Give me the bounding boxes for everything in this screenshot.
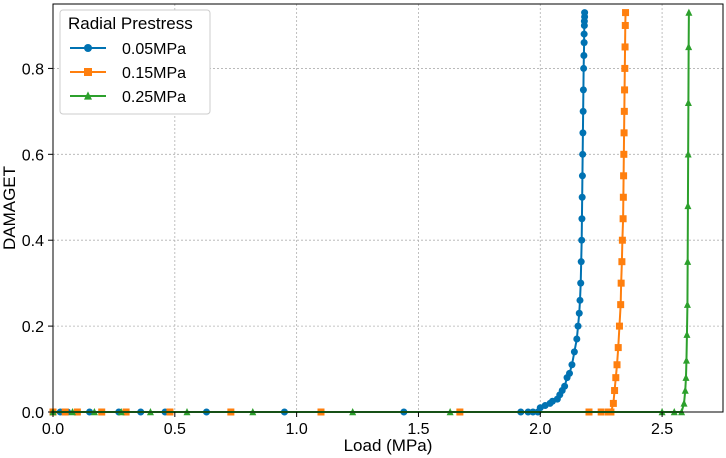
legend-title: Radial Prestress xyxy=(68,14,193,33)
data-point-circle xyxy=(578,236,586,244)
data-point-triangle xyxy=(683,300,691,308)
legend-entry: 0.25MPa xyxy=(70,89,186,106)
data-point-square xyxy=(619,193,627,201)
data-point-triangle xyxy=(684,201,692,210)
data-point-circle xyxy=(574,322,582,330)
y-tick-label: 0.0 xyxy=(22,405,44,422)
data-point-square xyxy=(621,64,629,72)
data-point-circle xyxy=(580,64,588,72)
data-point-square xyxy=(620,150,628,158)
data-point-circle xyxy=(577,258,585,266)
data-point-square xyxy=(620,107,628,115)
data-point-circle xyxy=(580,52,588,60)
data-point-square xyxy=(618,236,626,244)
data-point-circle xyxy=(579,86,587,94)
data-point-circle xyxy=(84,44,92,52)
x-axis-label: Load (MPa) xyxy=(344,436,433,455)
data-point-triangle xyxy=(680,399,688,407)
data-point-circle xyxy=(578,193,586,201)
data-point-circle xyxy=(575,309,583,317)
legend-label: 0.25MPa xyxy=(122,89,186,106)
data-point-circle xyxy=(573,335,581,343)
data-point-triangle xyxy=(684,257,692,265)
legend-entry: 0.05MPa xyxy=(70,41,186,58)
x-tick-label: 1.5 xyxy=(407,421,429,438)
data-point-square xyxy=(615,322,623,330)
data-point-triangle xyxy=(685,8,693,16)
data-point-circle xyxy=(579,107,587,115)
data-point-circle xyxy=(579,129,587,137)
data-point-circle xyxy=(580,39,588,47)
legend-box xyxy=(59,9,211,115)
data-point-circle xyxy=(576,296,584,304)
data-point-square xyxy=(611,387,619,395)
data-point-circle xyxy=(581,9,589,17)
data-point-triangle xyxy=(682,373,690,381)
y-tick-label: 0.8 xyxy=(22,61,44,78)
data-point-circle xyxy=(580,30,588,38)
data-point-triangle xyxy=(683,330,691,338)
data-point-circle xyxy=(578,172,586,180)
data-point-triangle xyxy=(84,91,92,100)
legend-label: 0.05MPa xyxy=(122,41,186,58)
x-tick-label: 0.0 xyxy=(42,421,64,438)
data-point-square xyxy=(619,215,627,223)
plot-area-frame xyxy=(52,3,724,413)
data-point-square xyxy=(618,258,626,266)
data-point-triangle xyxy=(684,98,692,106)
y-tick-label: 0.2 xyxy=(22,319,44,336)
data-point-circle xyxy=(561,382,569,390)
legend-label: 0.15MPa xyxy=(122,65,186,82)
data-point-triangle xyxy=(681,386,689,394)
x-tick-label: 2.0 xyxy=(529,421,551,438)
y-axis-label: DAMAGET xyxy=(0,166,19,250)
legend: Radial Prestress 0.05MPa 0.15MPa 0.25MPa xyxy=(59,9,211,115)
data-point-square xyxy=(621,21,629,29)
data-point-square xyxy=(621,86,629,94)
y-tick-label: 0.4 xyxy=(22,233,44,250)
data-point-square xyxy=(617,279,625,287)
legend-entry: 0.15MPa xyxy=(70,65,186,82)
data-point-square xyxy=(621,43,629,51)
data-point-circle xyxy=(566,369,574,377)
data-point-square xyxy=(614,344,622,352)
data-point-circle xyxy=(579,150,587,158)
x-tick-label: 2.5 xyxy=(651,421,673,438)
data-point-circle xyxy=(577,279,585,287)
data-point-square xyxy=(617,301,625,309)
data-point-triangle xyxy=(685,42,693,51)
data-point-square xyxy=(622,9,630,17)
x-tick-label: 1.0 xyxy=(286,421,308,438)
data-point-triangle xyxy=(684,150,692,158)
data-point-circle xyxy=(578,215,586,223)
data-point-triangle xyxy=(682,356,690,364)
data-point-circle xyxy=(570,348,578,356)
x-tick-label: 0.5 xyxy=(164,421,186,438)
data-point-square xyxy=(84,68,92,76)
data-point-square xyxy=(613,361,621,369)
data-point-square xyxy=(609,399,617,407)
data-point-square xyxy=(620,172,628,180)
tick-layer: 0.0 0.5 1.0 1.5 2.0 2.5 0.0 0.2 0.4 0.6 0.8 xyxy=(22,61,674,438)
data-point-square xyxy=(612,374,620,382)
data-point-circle xyxy=(568,361,576,369)
data-point-square xyxy=(620,129,628,137)
y-tick-label: 0.6 xyxy=(22,147,44,164)
